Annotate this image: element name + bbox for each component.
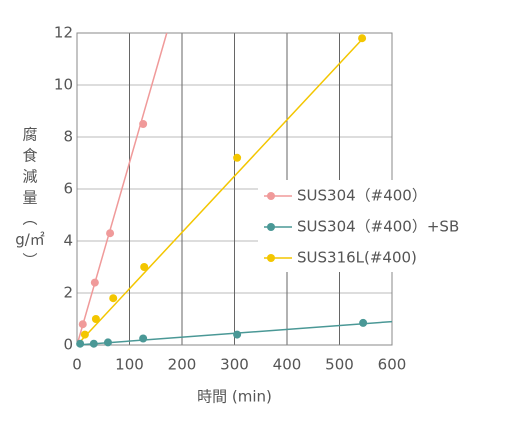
y-tick-label: 8 bbox=[63, 128, 73, 146]
x-tick-label: 200 bbox=[168, 356, 197, 374]
y-tick-label: 6 bbox=[63, 180, 73, 198]
data-point bbox=[109, 294, 118, 303]
x-tick-label: 600 bbox=[378, 356, 407, 374]
x-tick-label: 100 bbox=[115, 356, 144, 374]
legend-marker bbox=[267, 223, 275, 231]
data-point bbox=[89, 339, 98, 348]
data-point bbox=[233, 153, 242, 162]
legend-box bbox=[258, 180, 503, 272]
legend-marker bbox=[267, 254, 275, 262]
data-point bbox=[359, 318, 368, 327]
data-point bbox=[233, 330, 242, 339]
data-point bbox=[358, 34, 367, 43]
legend-marker bbox=[267, 192, 275, 200]
x-axis-label: 時間 (min) bbox=[197, 388, 272, 406]
data-point bbox=[106, 229, 115, 238]
y-axis-label: 腐 bbox=[22, 126, 37, 144]
legend: SUS304（#400） SUS304（#400）+SB SUS316L(#400) bbox=[258, 180, 503, 272]
legend-label: SUS304（#400） bbox=[297, 187, 427, 205]
x-tick-label: 0 bbox=[72, 356, 82, 374]
fit-line bbox=[76, 32, 168, 346]
data-point bbox=[103, 338, 112, 347]
data-point bbox=[80, 330, 89, 339]
data-point bbox=[139, 120, 148, 128]
data-point bbox=[91, 315, 100, 323]
legend-label: SUS304（#400）+SB bbox=[297, 218, 459, 236]
y-tick-label: 12 bbox=[54, 24, 73, 42]
y-axis-label: ︵ bbox=[22, 210, 37, 228]
x-tick-label: 300 bbox=[220, 356, 249, 374]
y-tick-label: 10 bbox=[54, 76, 73, 94]
y-axis-label: 量 bbox=[22, 189, 37, 207]
data-point bbox=[78, 320, 87, 329]
y-axis-label: 減 bbox=[22, 168, 37, 186]
data-point bbox=[139, 334, 148, 343]
y-axis-label: ︶ bbox=[22, 252, 37, 270]
fit-line bbox=[76, 37, 364, 346]
data-point bbox=[90, 278, 99, 287]
legend-label: SUS316L(#400) bbox=[297, 249, 417, 267]
x-tick-label: 400 bbox=[273, 356, 302, 374]
y-axis-label: g/㎡ bbox=[15, 231, 45, 249]
y-tick-label: 0 bbox=[63, 336, 73, 354]
y-axis-label: 食 bbox=[22, 147, 37, 165]
x-tick-label: 500 bbox=[325, 356, 354, 374]
data-point bbox=[140, 263, 149, 271]
y-tick-label: 2 bbox=[63, 284, 73, 302]
y-tick-label: 4 bbox=[63, 232, 73, 250]
data-point bbox=[76, 339, 85, 348]
